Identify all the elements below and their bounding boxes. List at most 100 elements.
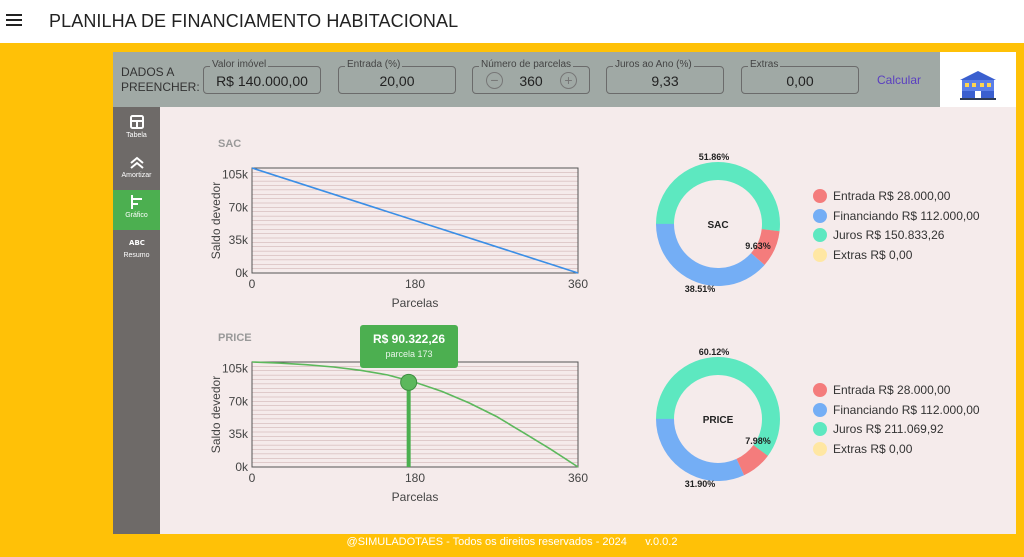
- valor-imovel-value: R$ 140.000,00: [216, 73, 308, 89]
- x-tick-label: 360: [568, 471, 588, 485]
- y-axis-label: Saldo devedor: [209, 376, 223, 453]
- slice-label: 31.90%: [685, 479, 716, 489]
- donut-slice: [656, 162, 781, 286]
- x-axis-label: Parcelas: [392, 296, 439, 310]
- sac-donut-legend: Entrada R$ 28.000,00 Financiando R$ 112.0…: [813, 189, 980, 267]
- legend-dot: [813, 228, 827, 242]
- price-donut-chart: 60.12% 7.98% 31.90% PRICE: [656, 347, 780, 489]
- x-tick-label: 0: [249, 277, 256, 291]
- legend-item[interactable]: Juros R$ 150.833,26: [813, 228, 980, 248]
- y-tick-label: 0k: [235, 266, 249, 280]
- app-title: PLANILHA DE FINANCIAMENTO HABITACIONAL: [49, 11, 459, 31]
- slice-label: 7.98%: [745, 436, 771, 446]
- hover-bar: [406, 382, 411, 467]
- entrada-legend: Entrada (%): [345, 59, 403, 71]
- x-tick-label: 0: [249, 471, 256, 485]
- legend-item[interactable]: Financiando R$ 112.000,00: [813, 208, 980, 229]
- legend-label: Entrada R$ 28.000,00: [833, 189, 951, 203]
- footer-copyright: @SIMULADOTAES - Todos os direitos reserv…: [346, 536, 627, 548]
- legend-label: Juros R$ 150.833,26: [833, 228, 945, 242]
- x-tick-label: 180: [405, 277, 425, 291]
- donut-center-label: PRICE: [703, 415, 734, 426]
- juros-value: 9,33: [651, 73, 679, 89]
- legend-item[interactable]: Extras R$ 0,00: [813, 441, 980, 462]
- sac-chart-title: SAC: [218, 138, 242, 150]
- y-tick-label: 70k: [229, 200, 249, 214]
- y-tick-label: 35k: [229, 427, 249, 441]
- inputs-label: DADOS A PREENCHER:: [121, 65, 200, 94]
- y-tick-label: 105k: [222, 362, 249, 376]
- sidebar: Tabela Amortizar Gráfico ABC Resumo: [113, 107, 160, 534]
- sidebar-item-tabela[interactable]: Tabela: [113, 110, 160, 150]
- legend-dot: [813, 422, 827, 436]
- hamburger-menu-icon[interactable]: [6, 11, 24, 29]
- house-logo-box: [940, 52, 1016, 107]
- sac-line-chart: 0k 35k 70k 105k 0 180 360 Parcelas Saldo devedor: [209, 167, 588, 310]
- parcelas-value: 360: [519, 73, 543, 89]
- y-tick-label: 70k: [229, 394, 249, 408]
- slice-label: 60.12%: [699, 347, 730, 357]
- sidebar-item-label: Amortizar: [121, 172, 152, 179]
- legend-item[interactable]: Entrada R$ 28.000,00: [813, 383, 980, 403]
- legend-item[interactable]: Entrada R$ 28.000,00: [813, 189, 980, 209]
- svg-text:ABC: ABC: [129, 239, 145, 247]
- series-line: [251, 167, 579, 274]
- legend-dot: [813, 402, 827, 417]
- x-axis-label: Parcelas: [392, 490, 439, 504]
- extras-value: 0,00: [786, 73, 814, 89]
- parcelas-stepper[interactable]: Número de parcelas − 360 +: [472, 59, 590, 94]
- calcular-button[interactable]: Calcular: [877, 73, 922, 87]
- parcelas-legend: Número de parcelas: [479, 59, 574, 71]
- sidebar-item-resumo[interactable]: ABC Resumo: [113, 230, 160, 270]
- price-line-chart: 0k 35k 70k 105k 0 180 360 Parcelas Saldo devedor: [209, 361, 588, 504]
- legend-item[interactable]: Financiando R$ 112.000,00: [813, 402, 980, 423]
- legend-dot: [813, 208, 827, 223]
- donut-center-label: SAC: [707, 220, 728, 231]
- legend-dot: [813, 383, 827, 397]
- donut-slice: [656, 357, 780, 481]
- legend-label: Financiando R$ 112.000,00: [833, 208, 980, 223]
- tooltip-subtitle: parcela 173: [385, 349, 433, 359]
- legend-dot: [813, 441, 827, 456]
- entrada-field[interactable]: Entrada (%) 20,00: [338, 59, 456, 94]
- legend-label: Extras R$ 0,00: [833, 247, 913, 262]
- table-icon: [129, 115, 144, 129]
- legend-label: Financiando R$ 112.000,00: [833, 402, 980, 417]
- legend-label: Extras R$ 0,00: [833, 441, 913, 456]
- input-bar: DADOS A PREENCHER: Valor imóvel R$ 140.0…: [113, 52, 940, 107]
- plus-icon[interactable]: +: [560, 72, 577, 89]
- top-bar: PLANILHA DE FINANCIAMENTO HABITACIONAL: [0, 0, 1024, 43]
- abc-text-icon: ABC: [129, 239, 145, 247]
- price-donut-legend: Entrada R$ 28.000,00 Financiando R$ 112.0…: [813, 383, 980, 461]
- footer: @SIMULADOTAES - Todos os direitos reserv…: [0, 536, 1024, 548]
- price-chart-title: PRICE: [218, 332, 252, 344]
- juros-legend: Juros ao Ano (%): [613, 59, 694, 71]
- house-icon: [960, 71, 996, 100]
- tooltip-value: R$ 90.322,26: [372, 332, 446, 346]
- legend-item[interactable]: Extras R$ 0,00: [813, 247, 980, 268]
- x-tick-label: 360: [568, 277, 588, 291]
- legend-dot: [813, 247, 827, 262]
- y-tick-label: 0k: [235, 460, 249, 474]
- juros-field[interactable]: Juros ao Ano (%) 9,33: [606, 59, 724, 94]
- slice-label: 38.51%: [685, 284, 716, 294]
- bar-chart-icon: [130, 195, 142, 209]
- double-chevron-up-icon: [129, 156, 144, 169]
- legend-dot: [813, 189, 827, 203]
- donut-slice: [656, 357, 780, 481]
- y-tick-label: 105k: [222, 168, 249, 182]
- slice-label: 9.63%: [745, 241, 771, 251]
- sac-donut-chart: 51.86% 9.63% 38.51% SAC: [656, 152, 781, 294]
- y-tick-label: 35k: [229, 233, 249, 247]
- extras-legend: Extras: [748, 59, 781, 71]
- legend-item[interactable]: Juros R$ 211.069,92: [813, 422, 980, 442]
- extras-field[interactable]: Extras 0,00: [741, 59, 859, 94]
- sidebar-item-amortizar[interactable]: Amortizar: [113, 150, 160, 190]
- x-tick-label: 180: [405, 471, 425, 485]
- valor-imovel-legend: Valor imóvel: [210, 59, 269, 71]
- sidebar-item-grafico[interactable]: Gráfico: [113, 190, 160, 230]
- legend-label: Entrada R$ 28.000,00: [833, 383, 951, 397]
- minus-icon[interactable]: −: [486, 72, 503, 89]
- valor-imovel-field[interactable]: Valor imóvel R$ 140.000,00: [203, 59, 321, 94]
- chart-tooltip: R$ 90.322,26 parcela 173: [360, 325, 458, 368]
